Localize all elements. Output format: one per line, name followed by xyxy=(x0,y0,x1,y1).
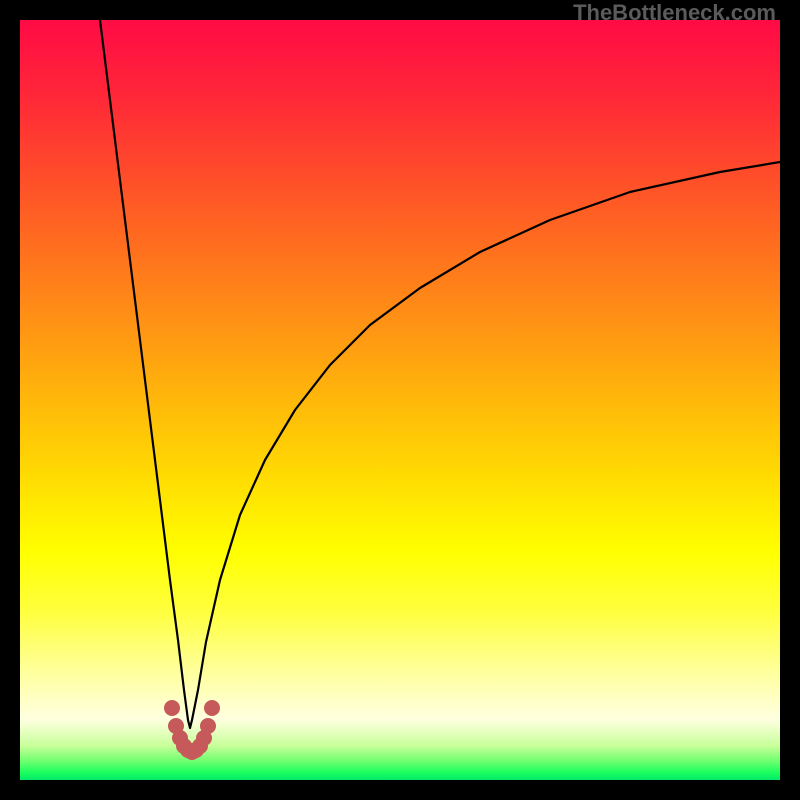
curve-layer xyxy=(20,20,780,780)
optimal-dot xyxy=(204,700,220,716)
optimal-dot xyxy=(200,718,216,734)
chart-container: TheBottleneck.com xyxy=(0,0,800,800)
watermark-text: TheBottleneck.com xyxy=(573,0,776,26)
bottleneck-curve xyxy=(100,20,780,728)
optimal-dot xyxy=(164,700,180,716)
plot-area xyxy=(20,20,780,780)
